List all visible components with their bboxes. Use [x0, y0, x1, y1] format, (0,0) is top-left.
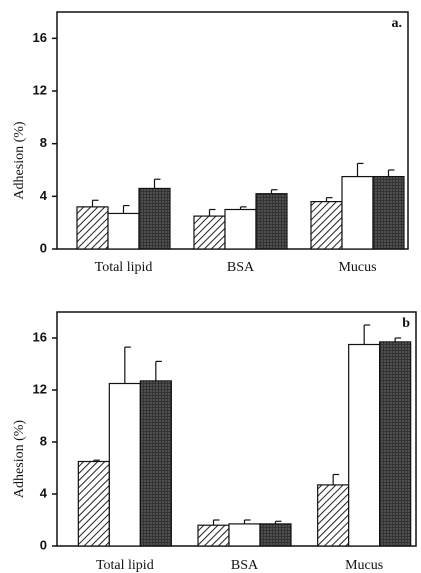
y-tick-label: 16: [33, 30, 47, 45]
y-tick-label: 0: [40, 537, 47, 552]
y-tick-label: 4: [40, 188, 48, 203]
bar: [310, 201, 343, 250]
bar: [317, 484, 350, 547]
x-tick-label: Mucus: [345, 558, 383, 573]
bar: [372, 175, 405, 250]
y-tick-label: 12: [33, 82, 47, 97]
x-tick-label: Mucus: [338, 260, 376, 275]
bar: [76, 206, 109, 250]
x-tick-label: BSA: [227, 260, 255, 275]
bar: [379, 341, 412, 547]
panel-label: b: [402, 316, 410, 331]
bar: [197, 524, 230, 547]
bar: [77, 460, 110, 547]
panel-label: a.: [392, 16, 403, 31]
y-tick-label: 8: [40, 433, 47, 448]
bar: [108, 382, 141, 547]
bar: [138, 187, 171, 250]
x-tick-label: Total lipid: [96, 558, 154, 573]
bar: [193, 215, 226, 250]
bar: [107, 212, 140, 250]
x-tick-label: BSA: [231, 558, 259, 573]
bar: [255, 193, 288, 250]
bar: [139, 380, 172, 547]
y-tick-label: 8: [40, 135, 47, 150]
y-tick-label: 4: [40, 485, 48, 500]
bar: [259, 523, 292, 547]
bar: [341, 175, 374, 250]
y-axis-title: Adhesion (%): [12, 121, 27, 199]
y-tick-label: 16: [33, 329, 47, 344]
y-tick-label: 12: [33, 381, 47, 396]
y-tick-label: 0: [40, 240, 47, 255]
y-axis-title: Adhesion (%): [12, 420, 27, 498]
x-tick-label: Total lipid: [95, 260, 153, 275]
bar: [228, 523, 261, 547]
bar: [224, 208, 257, 250]
bar: [348, 343, 381, 547]
